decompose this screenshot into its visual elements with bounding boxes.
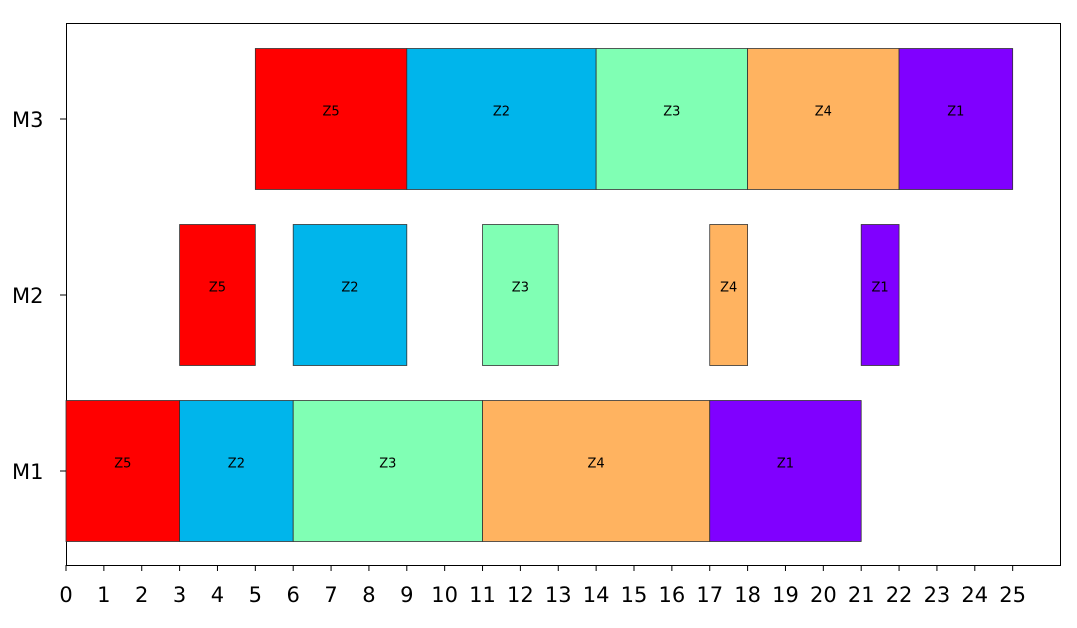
task-bar-m2-z1 — [860, 224, 900, 366]
x-tick-label: 12 — [507, 583, 534, 607]
x-tick-label: 21 — [848, 583, 875, 607]
x-tick-label: 18 — [734, 583, 761, 607]
task-label-m3-z5: Z5 — [322, 105, 339, 120]
x-tick-label: 8 — [362, 583, 375, 607]
task-bar-m3-z1 — [898, 48, 1014, 190]
task-label-m3-z1: Z1 — [947, 105, 964, 120]
task-bar-m3-z5 — [254, 48, 408, 190]
x-tick-label: 11 — [469, 583, 496, 607]
task-label-m3-z4: Z4 — [815, 105, 832, 120]
x-tick-label: 9 — [400, 583, 413, 607]
y-tick-label-m2: M2 — [12, 284, 43, 308]
x-axis: 0 1 2 3 4 5 6 7 8 9 10 11 12 13 14 15 16 17 18 19 20 21 22 23 24… — [59, 565, 1026, 607]
x-tick-label: 22 — [886, 583, 913, 607]
x-tick-label: 6 — [287, 583, 300, 607]
task-bar-m3-z2 — [406, 48, 597, 190]
task-bar-m2-z4 — [709, 224, 749, 366]
task-label-m2-z3: Z3 — [512, 281, 529, 296]
x-tick-label: 17 — [696, 583, 723, 607]
x-tick-label: 25 — [999, 583, 1026, 607]
x-tick-label: 1 — [97, 583, 110, 607]
x-tick-label: 14 — [583, 583, 610, 607]
x-tick-label: 23 — [924, 583, 951, 607]
task-bar-m1-z1 — [709, 400, 862, 542]
task-bar-m3-z4 — [747, 48, 900, 190]
bars-layer: Z5 Z2 Z3 Z4 Z1 Z5 Z2 Z3 Z4 Z1 Z5 Z2 Z3 Z4 Z1 — [65, 48, 1014, 542]
x-tick-label: 5 — [249, 583, 262, 607]
y-tick-label-m3: M3 — [12, 108, 43, 132]
x-tick-label: 15 — [621, 583, 648, 607]
task-label-m2-z1: Z1 — [872, 281, 889, 296]
x-tick-label: 24 — [961, 583, 988, 607]
task-bar-m2-z2 — [292, 224, 408, 366]
task-label-m3-z2: Z2 — [493, 105, 510, 120]
x-tick-label: 4 — [211, 583, 224, 607]
task-bar-m1-z3 — [292, 400, 483, 542]
x-tick-label: 7 — [324, 583, 337, 607]
task-label-m2-z4: Z4 — [720, 281, 737, 296]
task-label-m2-z2: Z2 — [341, 281, 358, 296]
task-bar-m1-z5 — [65, 400, 180, 542]
task-bar-m3-z3 — [595, 48, 749, 190]
x-tick-label: 3 — [173, 583, 186, 607]
task-label-m1-z5: Z5 — [114, 457, 131, 472]
task-label-m1-z1: Z1 — [777, 457, 794, 472]
x-tick-label: 10 — [431, 583, 458, 607]
x-tick-label: 16 — [658, 583, 685, 607]
task-label-m3-z3: Z3 — [663, 105, 680, 120]
x-tick-label: 2 — [135, 583, 148, 607]
x-tick-label: 19 — [772, 583, 799, 607]
task-label-m2-z5: Z5 — [209, 281, 226, 296]
task-label-m1-z4: Z4 — [588, 457, 605, 472]
x-tick-label: 0 — [59, 583, 72, 607]
task-bar-m2-z5 — [179, 224, 256, 366]
task-label-m1-z3: Z3 — [379, 457, 396, 472]
y-axis: M1 M2 M3 — [12, 108, 66, 484]
task-bar-m2-z3 — [482, 224, 559, 366]
y-tick-label-m1: M1 — [12, 460, 43, 484]
task-bar-m1-z4 — [482, 400, 711, 542]
x-tick-label: 13 — [545, 583, 572, 607]
x-tick-label: 20 — [810, 583, 837, 607]
task-label-m1-z2: Z2 — [228, 457, 245, 472]
